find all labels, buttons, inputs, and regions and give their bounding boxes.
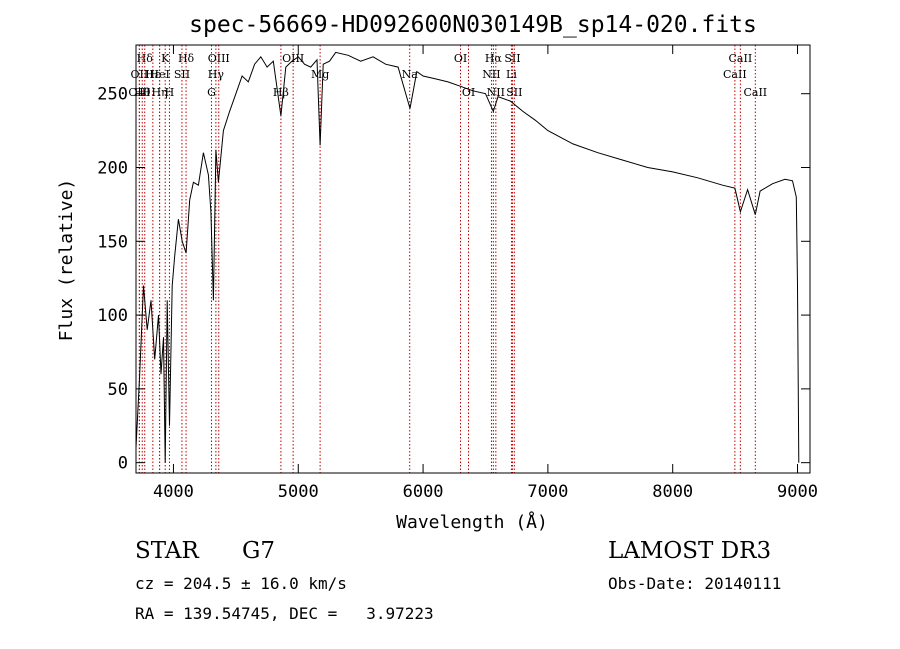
y-tick-label-5: 250 xyxy=(97,85,128,105)
coordinates-text: RA = 139.54745, DEC = 3.97223 xyxy=(135,604,434,623)
line-label-17: Na xyxy=(402,68,419,81)
survey-name: LAMOST DR3 xyxy=(608,538,772,564)
y-tick-label-3: 150 xyxy=(97,232,128,252)
line-label-14: Hβ xyxy=(273,86,289,99)
line-label-24: NII xyxy=(487,86,505,99)
line-label-16: Mg xyxy=(311,68,329,81)
line-label-19: OI xyxy=(462,86,475,99)
line-label-8: SII xyxy=(174,68,190,81)
plot-frame xyxy=(135,44,811,474)
line-label-12: Hγ xyxy=(208,68,225,81)
line-label-5: Hη xyxy=(151,86,167,99)
x-tick-label-4: 8000 xyxy=(652,482,693,502)
line-label-1: OIII xyxy=(128,86,150,99)
line-label-15: OIII xyxy=(282,52,304,65)
line-label-6: K xyxy=(161,52,170,65)
line-label-22: NII xyxy=(482,68,500,81)
line-label-18: OI xyxy=(454,52,467,65)
line-label-4: Hε xyxy=(145,68,161,81)
line-label-13: G xyxy=(207,86,216,99)
chart-title: spec-56669-HD092600N030149B_sp14-020.fit… xyxy=(189,12,757,38)
x-tick-label-2: 6000 xyxy=(403,482,444,502)
line-label-25: SII xyxy=(506,86,522,99)
line-label-20: Hα xyxy=(485,52,503,65)
line-label-28: CaII xyxy=(743,86,767,99)
spectral-line-markers xyxy=(138,45,756,473)
line-label-7: HeI xyxy=(149,68,169,81)
x-tick-label-5: 9000 xyxy=(777,482,818,502)
spectrum-line xyxy=(135,51,800,463)
x-tick-label-0: 4000 xyxy=(153,482,194,502)
line-label-11: OIII xyxy=(208,52,230,65)
x-tick-label-1: 5000 xyxy=(278,482,319,502)
redshift-text: cz = 204.5 ± 16.0 km/s xyxy=(135,574,347,593)
line-label-3: Hδ xyxy=(137,52,154,65)
object-subclass: G7 xyxy=(242,538,276,564)
y-tick-label-1: 50 xyxy=(108,380,128,400)
obs-date-text: Obs-Date: 20140111 xyxy=(608,574,782,593)
x-axis-label: Wavelength (Å) xyxy=(396,511,548,533)
y-tick-label-4: 200 xyxy=(97,158,128,178)
x-tick-label-3: 7000 xyxy=(527,482,568,502)
line-label-0: OII xyxy=(131,68,149,81)
line-label-2: Hθ xyxy=(134,86,151,99)
line-label-21: SII xyxy=(504,52,520,65)
object-class: STAR xyxy=(135,538,199,564)
y-axis-ticks: 0 50 100 150 200 250 xyxy=(97,85,810,474)
line-label-10: Hδ xyxy=(178,52,195,65)
y-axis-label: Flux (relative) xyxy=(56,179,77,342)
x-axis-ticks: 4000 5000 6000 7000 8000 9000 xyxy=(153,45,818,502)
y-tick-label-0: 0 xyxy=(118,454,128,474)
line-label-27: CaII xyxy=(723,68,747,81)
line-label-9: H xyxy=(165,86,175,99)
y-tick-label-2: 100 xyxy=(97,306,128,326)
line-label-26: CaII xyxy=(729,52,753,65)
line-label-23: Li xyxy=(506,68,517,81)
